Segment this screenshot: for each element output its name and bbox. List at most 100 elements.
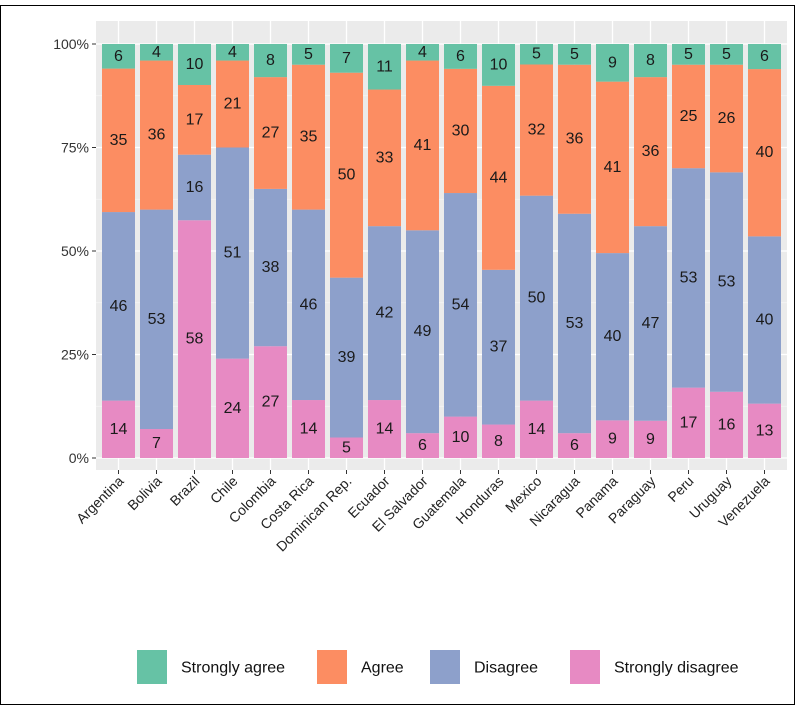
bar-segment: [672, 168, 705, 388]
data-label: 50: [528, 290, 546, 307]
data-label: 53: [148, 311, 166, 328]
legend-label: Disagree: [474, 660, 538, 677]
bar-segment: [444, 193, 477, 417]
bar-segment: [368, 400, 401, 458]
bar-segment: [596, 253, 629, 421]
bar-segment: [596, 44, 629, 82]
data-label: 6: [418, 437, 427, 454]
data-label: 5: [684, 46, 693, 63]
y-tick-label: 75%: [61, 140, 89, 156]
bar-segment: [330, 277, 363, 438]
bar-segment: [292, 400, 325, 458]
legend-key: [570, 650, 600, 684]
bar-segment: [140, 60, 173, 210]
bar-segment: [596, 81, 629, 254]
bar-segment: [444, 68, 477, 194]
data-label: 36: [642, 143, 660, 160]
legend-key: [137, 650, 167, 684]
bar-segment: [254, 346, 287, 458]
bar-segment: [634, 44, 667, 78]
bar-segment: [292, 64, 325, 210]
bar-segment: [672, 64, 705, 169]
data-label: 17: [186, 111, 204, 128]
bar-segment: [672, 387, 705, 458]
data-label: 50: [338, 167, 356, 184]
data-label: 49: [414, 323, 432, 340]
bar-segment: [102, 400, 135, 458]
data-label: 38: [262, 259, 280, 276]
data-label: 9: [646, 431, 655, 448]
bar-segment: [748, 236, 781, 404]
bar-segment: [292, 44, 325, 65]
bar-segment: [330, 72, 363, 278]
data-label: 39: [338, 349, 356, 366]
data-label: 6: [760, 48, 769, 65]
bar-segment: [216, 60, 249, 148]
data-label: 44: [490, 169, 508, 186]
bar-segment: [710, 172, 743, 392]
y-tick-label: 0%: [69, 450, 89, 466]
data-label: 11: [376, 58, 393, 75]
bar-segment: [634, 77, 667, 227]
data-label: 5: [532, 46, 541, 63]
bar-segment: [710, 391, 743, 458]
legend-label: Strongly disagree: [614, 660, 739, 677]
bar-segment: [406, 433, 439, 458]
data-label: 40: [604, 328, 622, 345]
x-tick-label: Peru: [664, 473, 696, 505]
y-tick-label: 25%: [61, 347, 89, 363]
data-label: 33: [376, 149, 394, 166]
bar-segment: [102, 68, 135, 213]
bar-segment: [254, 188, 287, 347]
legend-label: Strongly agree: [181, 660, 285, 677]
bar-segment: [292, 209, 325, 401]
data-label: 8: [266, 52, 275, 69]
bar-segment: [710, 44, 743, 65]
legend-key: [317, 650, 347, 684]
bar-segment: [368, 89, 401, 227]
bar-segment: [368, 226, 401, 401]
data-label: 5: [304, 46, 313, 63]
bar-segment: [444, 416, 477, 458]
bar-segment: [558, 64, 591, 214]
data-label: 25: [680, 108, 698, 125]
data-label: 14: [528, 421, 546, 438]
data-label: 40: [756, 144, 774, 161]
bar-segment: [140, 429, 173, 458]
x-tick-label: Chile: [207, 473, 241, 507]
data-label: 13: [756, 422, 774, 439]
data-label: 41: [604, 159, 622, 176]
bar-segment: [216, 147, 249, 359]
bar-segment: [634, 226, 667, 421]
data-label: 9: [608, 54, 617, 71]
data-label: 47: [642, 315, 660, 332]
bar-segment: [368, 44, 401, 90]
data-label: 4: [228, 44, 237, 61]
bar-segment: [406, 230, 439, 434]
bar-segment: [520, 195, 553, 401]
data-label: 54: [452, 296, 470, 313]
data-label: 17: [680, 414, 698, 431]
data-label: 4: [152, 44, 161, 61]
data-label: 9: [608, 431, 617, 448]
data-label: 14: [110, 421, 128, 438]
bar-segment: [558, 433, 591, 458]
bar-segment: [444, 44, 477, 69]
data-label: 4: [418, 44, 427, 61]
bar-segment: [710, 64, 743, 173]
data-label: 58: [186, 331, 204, 348]
data-label: 42: [376, 305, 394, 322]
bar-segment: [748, 69, 781, 237]
data-label: 7: [152, 435, 161, 452]
bar-segment: [482, 44, 515, 86]
data-label: 27: [262, 394, 280, 411]
data-label: 53: [566, 315, 584, 332]
bar-segment: [482, 269, 515, 425]
data-label: 36: [148, 127, 166, 144]
x-tick-label: Argentina: [73, 473, 127, 527]
data-label: 8: [646, 52, 655, 69]
data-label: 26: [718, 110, 736, 127]
data-label: 21: [224, 96, 242, 113]
data-label: 32: [528, 122, 546, 139]
data-label: 5: [342, 439, 351, 456]
